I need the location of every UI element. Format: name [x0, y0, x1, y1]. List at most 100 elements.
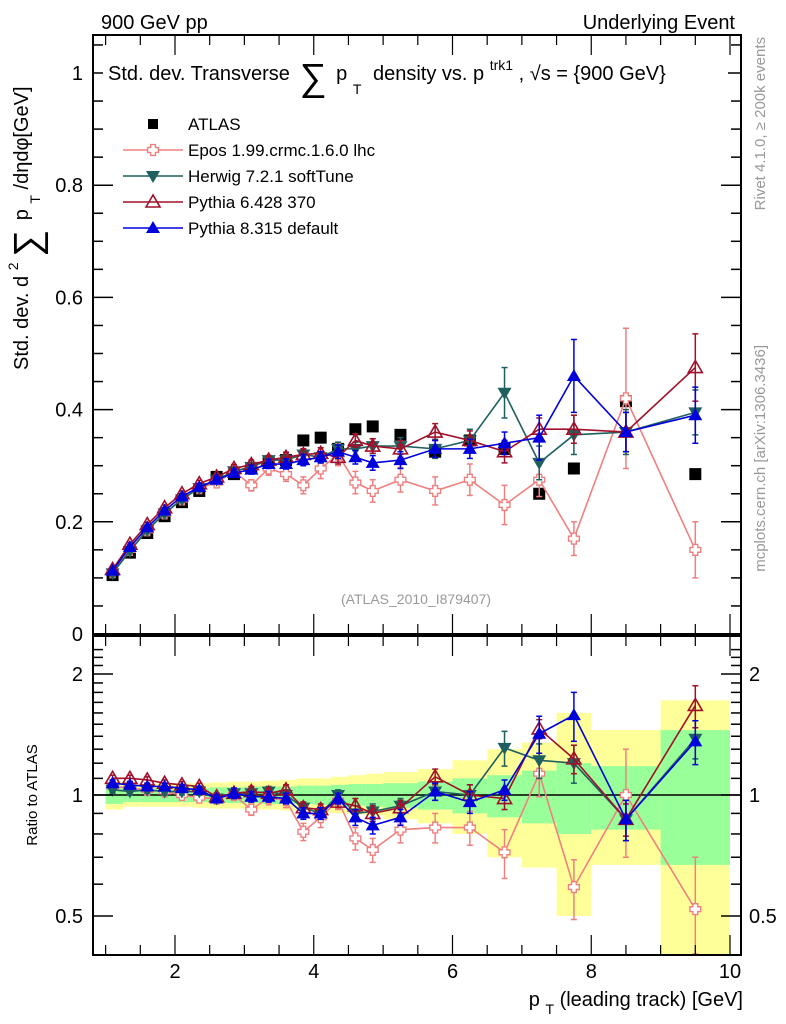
xlabel-post: (leading track) [GeV]	[560, 989, 743, 1011]
ylabel-p: p	[11, 209, 33, 220]
legend-item: Herwig 7.2.1 softTune	[123, 167, 354, 186]
ratio-y-tick-label: 0.5	[55, 906, 83, 928]
data-point	[314, 431, 327, 444]
data-point	[245, 479, 258, 492]
data-point	[366, 843, 379, 857]
data-point	[498, 846, 511, 859]
data-point	[497, 782, 512, 795]
data-point	[429, 821, 442, 834]
series-pythia-8-315-default	[105, 691, 703, 842]
y-tick-label: 0.2	[55, 512, 83, 534]
data-point	[462, 441, 477, 454]
data-point	[226, 465, 241, 478]
data-point	[532, 726, 547, 739]
data-point	[429, 484, 442, 498]
data-point	[140, 520, 155, 533]
y-tick-label: 0.8	[55, 175, 83, 197]
legend-label: Pythia 8.315 default	[188, 219, 339, 238]
data-point	[313, 450, 328, 463]
data-point	[565, 420, 583, 436]
data-point	[394, 473, 407, 486]
data-point	[122, 540, 137, 553]
ratio-y-tick-label-right: 2	[749, 664, 760, 686]
title-mid: density vs. p	[373, 63, 484, 85]
data-point	[428, 784, 443, 797]
data-point	[426, 423, 444, 438]
data-point	[244, 789, 259, 802]
data-point	[226, 786, 241, 799]
svg-text:Std. dev. Transverse ∑: Std. dev. Transverse ∑ p T density vs. p…	[108, 53, 666, 99]
series-line	[111, 366, 696, 570]
data-point	[393, 453, 408, 466]
ylabel-post: /dηdφ[GeV]	[11, 86, 33, 189]
data-point	[689, 543, 702, 556]
rivet-label: Rivet 4.1.0, ≥ 200k events	[752, 37, 769, 210]
ratio-y-tick-label-right: 1	[749, 785, 760, 807]
data-point	[619, 392, 633, 405]
data-point	[261, 789, 276, 802]
data-point	[245, 803, 258, 816]
title-sum: ∑	[300, 57, 327, 99]
data-point	[348, 810, 363, 823]
data-point	[157, 503, 172, 516]
data-point	[192, 782, 207, 795]
data-point	[496, 789, 513, 805]
ratio-y-tick-label: 2	[72, 664, 83, 686]
data-point	[349, 423, 362, 436]
data-point	[297, 434, 310, 447]
legend: ATLAS Epos 1.99.crmc.1.6.0 lhc Herwig 7.2.…	[123, 115, 376, 238]
legend-label: Epos 1.99.crmc.1.6.0 lhc	[188, 141, 376, 160]
series-pythia-6-428-370	[104, 333, 704, 576]
data-point	[497, 387, 512, 400]
main-frame	[92, 34, 742, 635]
data-point	[296, 806, 311, 819]
data-point	[686, 696, 704, 712]
legend-item: Epos 1.99.crmc.1.6.0 lhc	[123, 141, 376, 160]
data-point	[463, 821, 476, 834]
y-axis-label: Std. dev. d 2 ∑ p T /dηdφ[GeV]	[1, 86, 49, 370]
data-point	[689, 468, 702, 481]
series-herwig-7-2-1-softtune	[105, 366, 703, 581]
x-axis-label: p T (leading track) [GeV]	[529, 989, 743, 1019]
data-point	[313, 806, 328, 819]
title-sub: T	[353, 81, 362, 97]
data-point	[497, 436, 512, 449]
x-tick-label: 4	[308, 961, 319, 983]
data-point	[428, 441, 443, 454]
data-point	[314, 462, 327, 475]
data-point	[209, 791, 224, 804]
data-point	[566, 708, 581, 721]
x-tick-label: 6	[447, 961, 458, 983]
data-point	[567, 532, 581, 545]
ylabel-pre: Std. dev. d	[11, 276, 33, 370]
title-pre: Std. dev. Transverse	[108, 63, 290, 85]
data-point	[618, 812, 633, 825]
data-point	[365, 455, 380, 468]
data-point	[331, 444, 346, 457]
data-point	[349, 476, 362, 489]
legend-label: ATLAS	[188, 115, 241, 134]
ratio-y-label: Ratio to ATLAS	[24, 744, 41, 845]
title-sup: trk1	[490, 57, 514, 73]
data-point	[462, 795, 477, 808]
plot-title: Std. dev. Transverse ∑ p T density vs. p…	[103, 53, 728, 99]
data-point	[244, 462, 259, 475]
x-tick-label: 2	[169, 961, 180, 983]
title-p: p	[336, 63, 347, 85]
title-post: , √s = {900 GeV}	[519, 63, 667, 85]
ylabel-sum: ∑	[7, 230, 49, 257]
xlabel-sub: T	[545, 1001, 554, 1017]
data-point	[366, 484, 379, 498]
data-point	[498, 498, 511, 512]
header-right: Underlying Event	[583, 12, 736, 34]
data-point	[348, 450, 363, 463]
data-point	[393, 810, 408, 823]
data-point	[279, 468, 293, 481]
data-point	[686, 358, 704, 374]
x-tick-label: 10	[719, 961, 741, 983]
data-point	[122, 777, 137, 790]
data-point	[331, 791, 346, 804]
data-point	[365, 818, 380, 831]
data-point	[279, 457, 293, 470]
